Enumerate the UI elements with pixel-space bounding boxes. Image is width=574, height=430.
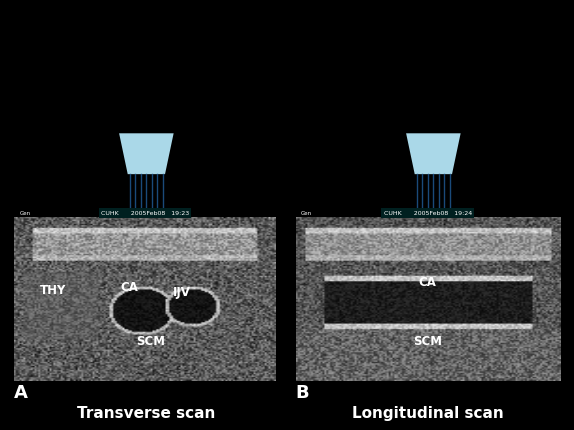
Polygon shape bbox=[406, 133, 460, 174]
Text: CA: CA bbox=[418, 276, 437, 289]
Bar bbox=[395, 225, 472, 230]
Circle shape bbox=[115, 213, 178, 260]
Text: Transverse scan: Transverse scan bbox=[77, 406, 216, 421]
Text: A: A bbox=[14, 384, 28, 402]
Text: Gen: Gen bbox=[20, 211, 30, 215]
Text: SCM: SCM bbox=[413, 335, 442, 347]
Text: CUHK      2005Feb08   19:24: CUHK 2005Feb08 19:24 bbox=[383, 211, 472, 215]
Bar bbox=[395, 223, 472, 250]
Text: Longitudinal scan: Longitudinal scan bbox=[352, 406, 503, 421]
Polygon shape bbox=[115, 237, 178, 260]
Text: THY: THY bbox=[40, 284, 67, 297]
Polygon shape bbox=[119, 133, 173, 174]
Text: Gen: Gen bbox=[301, 211, 312, 215]
Text: CA: CA bbox=[121, 281, 138, 294]
Ellipse shape bbox=[386, 223, 403, 250]
Text: IJV: IJV bbox=[173, 286, 191, 298]
Ellipse shape bbox=[464, 223, 480, 250]
Text: CUHK      2005Feb08   19:23: CUHK 2005Feb08 19:23 bbox=[101, 211, 189, 215]
Text: SCM: SCM bbox=[135, 335, 165, 347]
Text: B: B bbox=[296, 384, 309, 402]
